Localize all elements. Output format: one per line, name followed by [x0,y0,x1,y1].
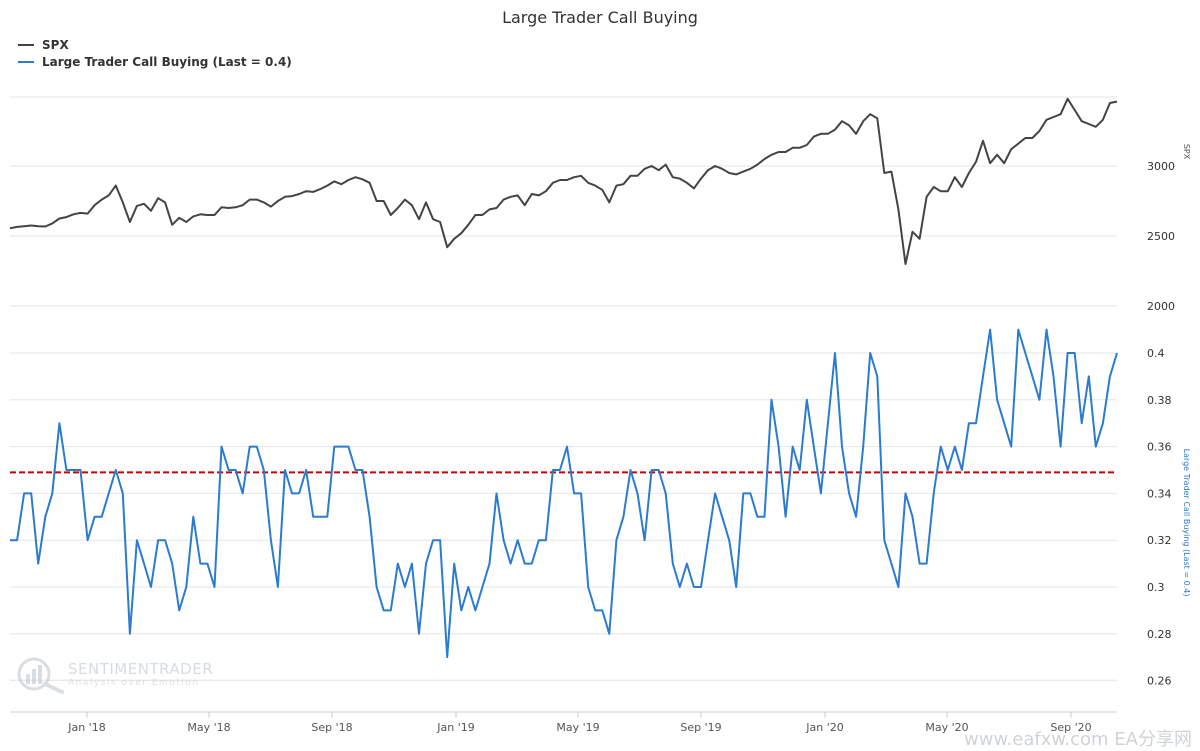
x-tick-label: Jan '18 [67,721,105,734]
x-tick-label: May '19 [556,721,599,734]
y-axis-label-ltcb: Large Trader Call Buying (Last = 0.4) [1182,449,1191,597]
y-tick-label-ltcb: 0.26 [1147,675,1172,688]
legend-label-spx: SPX [42,37,69,52]
legend-swatch-spx [18,43,34,46]
x-tick-label: May '18 [187,721,230,734]
y-tick-label-ltcb: 0.32 [1147,534,1172,547]
x-tick-label: May '20 [925,721,968,734]
chart-legend: SPX Large Trader Call Buying (Last = 0.4… [18,36,292,70]
x-tick-label: Sep '18 [311,721,352,734]
x-tick-label: Jan '20 [805,721,843,734]
y-tick-label-ltcb: 0.28 [1147,628,1172,641]
y-tick-label-spx: 2000 [1147,300,1175,313]
y-tick-label-ltcb: 0.38 [1147,394,1172,407]
watermark-tagline: Analysis over Emotion [68,678,200,688]
watermark-logo: SENTIMENTRADER Analysis over Emotion [14,656,214,696]
series-line-spx [9,97,1118,265]
sentimentrader-logo-icon [17,657,64,694]
legend-swatch-ltcb [18,60,34,63]
chart-title: Large Trader Call Buying [502,8,698,27]
watermark-brand: SENTIMENTRADER [68,660,214,678]
legend-label-ltcb: Large Trader Call Buying (Last = 0.4) [42,54,292,69]
series-line-ltcb [10,328,1118,659]
y-axis-label-spx: SPX [1182,144,1191,160]
x-tick-label: Sep '20 [1050,721,1091,734]
x-tick-label: Jan '19 [436,721,474,734]
y-tick-label-ltcb: 0.4 [1147,347,1165,360]
x-tick-label: Sep '19 [680,721,721,734]
y-tick-label-ltcb: 0.34 [1147,487,1172,500]
y-tick-label-ltcb: 0.36 [1147,441,1172,454]
y-tick-label-spx: 3000 [1147,160,1175,173]
y-tick-label-spx: 2500 [1147,230,1175,243]
legend-item-ltcb[interactable]: Large Trader Call Buying (Last = 0.4) [18,53,292,70]
site-watermark: www.eafxw.com EA分享网 [964,729,1192,750]
legend-item-spx[interactable]: SPX [18,36,292,53]
y-tick-label-ltcb: 0.3 [1147,581,1165,594]
